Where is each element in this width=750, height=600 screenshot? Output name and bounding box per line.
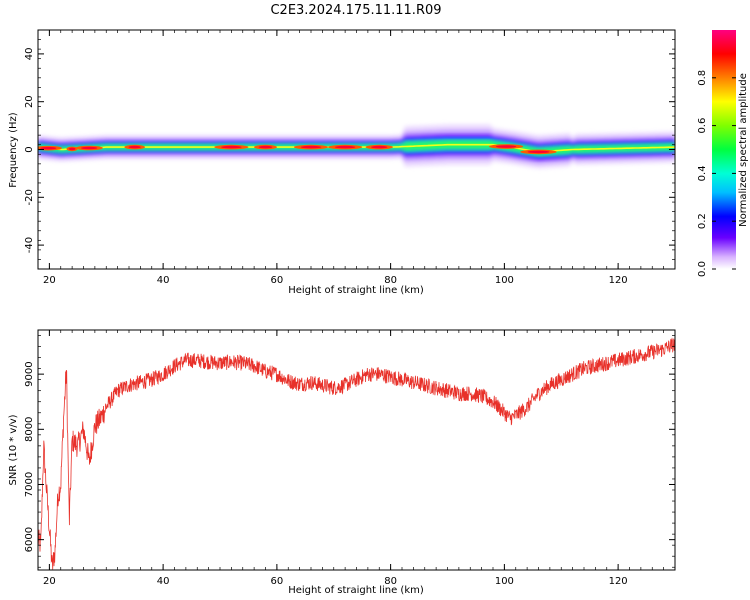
heat-x-tick-label: 100: [495, 275, 514, 286]
band-hotspot-core: [334, 145, 356, 149]
heat-y-tick-label: 20: [24, 95, 35, 108]
heat-y-tick-label: -40: [24, 237, 35, 253]
snr-x-tick-label: 40: [157, 576, 170, 587]
band-hotspot-core: [221, 145, 242, 149]
snr-y-tick-label: 8000: [24, 417, 35, 442]
colorbar-ticks: 0.0 0.2 0.4 0.6 0.8: [697, 70, 736, 277]
snr-x-tick-label: 80: [384, 576, 397, 587]
heat-x-tick-label: 40: [157, 275, 170, 286]
band-hotspot-core: [258, 145, 273, 149]
colorbar-gradient: [712, 30, 736, 269]
band-hotspot-core: [300, 145, 322, 149]
spectral-band: [38, 124, 675, 169]
heat-x-tick-label: 120: [609, 275, 628, 286]
band-hotspot-core: [80, 146, 98, 150]
band-hotspot-core: [527, 150, 550, 154]
snr-x-ticks: 20 40 60 80 100 120: [37, 330, 676, 587]
snr-y-tick-label: 7000: [24, 472, 35, 497]
colorbar-tick-label: 0.2: [697, 213, 708, 229]
colorbar-label: Normalized spectral amplitude: [738, 73, 749, 227]
heat-y-tick-label: -20: [24, 189, 35, 205]
snr-x-tick-label: 60: [271, 576, 284, 587]
snr-x-tick-label: 20: [43, 576, 56, 587]
snr-x-tick-label: 120: [609, 576, 628, 587]
band-hotspot-core: [68, 147, 76, 151]
spectrogram-x-ticks: 20 40 60 80 100 120: [37, 30, 676, 286]
heat-y-tick-label: 40: [24, 48, 35, 61]
snr-panel: 20 40 60 80 100 120 6000 7000 8000 9000 Height o…: [8, 329, 676, 596]
band-hotspot-core: [495, 145, 517, 148]
snr-x-tick-label: 100: [495, 576, 514, 587]
heat-x-tick-label: 20: [43, 275, 56, 286]
heat-y-tick-label: 0: [24, 146, 35, 152]
snr-y-tick-label: 6000: [24, 527, 35, 552]
band-hotspot-core: [371, 145, 388, 149]
band-hotspot-core: [128, 145, 141, 149]
heat-x-tick-label: 80: [384, 275, 397, 286]
colorbar-tick-label: 0.8: [697, 70, 708, 86]
snr-y-tick-label: 9000: [24, 361, 35, 386]
colorbar-tick-label: 0.0: [697, 261, 708, 277]
heat-x-tick-label: 60: [271, 275, 284, 286]
spectrogram-y-ticks: 40 20 0 -20 -40: [24, 29, 675, 270]
colorbar-tick-label: 0.6: [697, 118, 708, 134]
snr-y-ticks: 6000 7000 8000 9000: [24, 335, 675, 568]
colorbar: 0.0 0.2 0.4 0.6 0.8 Normalized spectral ampl…: [697, 30, 749, 277]
colorbar-tick-label: 0.4: [697, 165, 708, 181]
snr-x-label: Height of straight line (km): [288, 585, 424, 596]
spectrogram-x-label: Height of straight line (km): [288, 285, 424, 296]
band-hotspot-core: [40, 146, 57, 150]
spectrogram-panel: 20 40 60 80 100 120 40 20 0 -20 -40 Height of str…: [8, 29, 676, 296]
spectrogram-y-label: Frequency (Hz): [8, 112, 19, 188]
figure-title: C2E3.2024.175.11.11.R09: [270, 3, 441, 18]
snr-series-line: [38, 337, 675, 570]
snr-y-label: SNR (10 * v/v): [8, 414, 19, 485]
